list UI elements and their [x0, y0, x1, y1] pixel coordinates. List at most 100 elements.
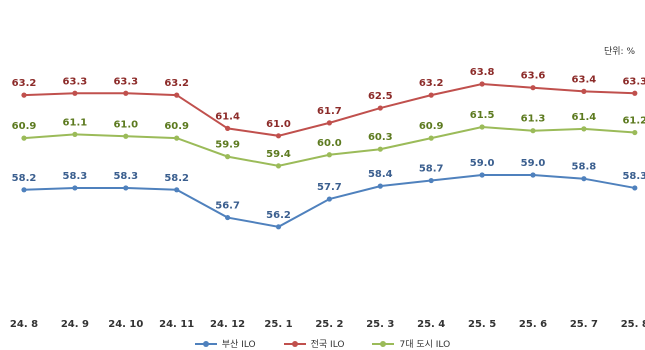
legend-swatch-busan: [194, 340, 217, 348]
data-point: [479, 81, 485, 87]
data-point: [428, 135, 434, 141]
x-tick-label: 25. 3: [366, 319, 394, 330]
data-label: 63.6: [521, 71, 546, 82]
data-label: 63.3: [622, 76, 645, 87]
data-point: [377, 105, 383, 111]
legend-item-national: 전국 ILO: [283, 337, 345, 350]
data-label: 57.7: [317, 182, 342, 193]
legend-item-busan: 부산 ILO: [194, 337, 256, 350]
x-tick-label: 25. 5: [468, 319, 496, 330]
x-tick-label: 24. 11: [159, 319, 194, 330]
data-point: [123, 133, 129, 139]
data-label: 63.2: [419, 78, 444, 89]
x-tick-label: 25. 2: [315, 319, 343, 330]
legend-label-seven-cities: 7대 도시 ILO: [399, 340, 451, 350]
data-label: 63.4: [572, 74, 597, 85]
data-point: [21, 92, 27, 98]
data-point: [174, 187, 180, 193]
legend-label-busan: 부산 ILO: [221, 340, 256, 350]
data-label: 56.7: [215, 201, 240, 212]
data-point: [428, 92, 434, 98]
x-tick-label: 25. 7: [570, 319, 598, 330]
data-label: 58.3: [63, 171, 88, 182]
data-label: 63.3: [63, 76, 88, 87]
legend-label-national: 전국 ILO: [310, 340, 345, 350]
data-label: 63.2: [12, 78, 37, 89]
data-label: 59.0: [521, 158, 546, 169]
legend-swatch-national: [283, 340, 306, 348]
line-chart: 58.2 58.3 58.3 58.2 56.7 56.2 57.7 58.4 58.7 59.0…: [10, 67, 645, 330]
data-label: 60.9: [12, 121, 37, 132]
data-point: [21, 187, 27, 193]
data-point: [72, 185, 78, 191]
x-tick-label: 24. 10: [108, 319, 143, 330]
data-label: 58.7: [419, 164, 444, 175]
data-point: [479, 172, 485, 178]
data-point: [581, 176, 587, 182]
chart-legend: 부산 ILO 전국 ILO 7대 도시 ILO: [0, 337, 645, 350]
data-point: [479, 124, 485, 130]
data-point: [377, 146, 383, 152]
data-label: 60.9: [164, 121, 189, 132]
data-label: 60.3: [368, 132, 393, 143]
data-point: [428, 177, 434, 184]
data-label: 61.4: [572, 112, 597, 123]
data-point: [632, 185, 638, 191]
data-label: 61.7: [317, 106, 342, 117]
data-label: 60.0: [317, 138, 342, 149]
data-point: [530, 85, 536, 91]
data-label: 58.4: [368, 169, 393, 180]
x-tick-label: 24. 8: [10, 319, 38, 330]
legend-item-seven-cities: 7대 도시 ILO: [372, 337, 450, 350]
data-point: [174, 135, 180, 141]
data-point: [72, 131, 78, 137]
data-label: 61.2: [622, 116, 645, 127]
data-label: 58.2: [164, 173, 189, 184]
data-label: 56.2: [266, 210, 291, 221]
data-label: 61.5: [470, 110, 495, 121]
data-point: [275, 224, 282, 230]
data-point: [581, 126, 587, 132]
data-point: [72, 90, 78, 96]
data-point: [123, 90, 129, 96]
data-point: [225, 154, 231, 160]
data-point: [377, 183, 383, 189]
data-label: 61.0: [266, 119, 291, 130]
data-label: 61.0: [113, 119, 138, 130]
data-label: 62.5: [368, 91, 393, 102]
data-point: [174, 92, 180, 98]
data-label: 63.3: [113, 76, 138, 87]
x-tick-label: 24. 9: [61, 319, 89, 330]
data-point: [225, 214, 231, 221]
x-tick-label: 25. 8: [621, 319, 645, 330]
x-tick-label: 25. 1: [264, 319, 292, 330]
x-tick-label: 25. 4: [417, 319, 445, 330]
data-point: [530, 172, 536, 178]
data-label: 63.2: [164, 78, 189, 89]
data-point: [530, 128, 536, 134]
data-point: [326, 196, 332, 202]
data-point: [632, 90, 638, 96]
x-tick-label: 24. 12: [210, 319, 245, 330]
data-label: 60.9: [419, 121, 444, 132]
data-label: 61.1: [63, 117, 88, 128]
data-point: [326, 152, 332, 158]
data-label: 61.3: [521, 114, 546, 125]
data-label: 58.8: [572, 162, 597, 173]
data-point: [21, 135, 27, 141]
data-point: [581, 88, 587, 94]
data-label: 58.3: [113, 171, 138, 182]
data-label: 59.0: [470, 158, 495, 169]
data-point: [632, 129, 638, 136]
data-point: [275, 163, 282, 169]
data-point: [326, 120, 332, 126]
data-point: [123, 185, 129, 191]
data-label: 58.3: [622, 171, 645, 182]
unit-label: 단위: %: [604, 47, 636, 57]
legend-swatch-seven-cities: [372, 340, 395, 348]
data-label: 63.8: [470, 67, 495, 78]
data-label: 59.9: [215, 140, 240, 151]
data-point: [275, 133, 282, 139]
data-label: 58.2: [12, 173, 37, 184]
data-label: 61.4: [215, 111, 240, 122]
